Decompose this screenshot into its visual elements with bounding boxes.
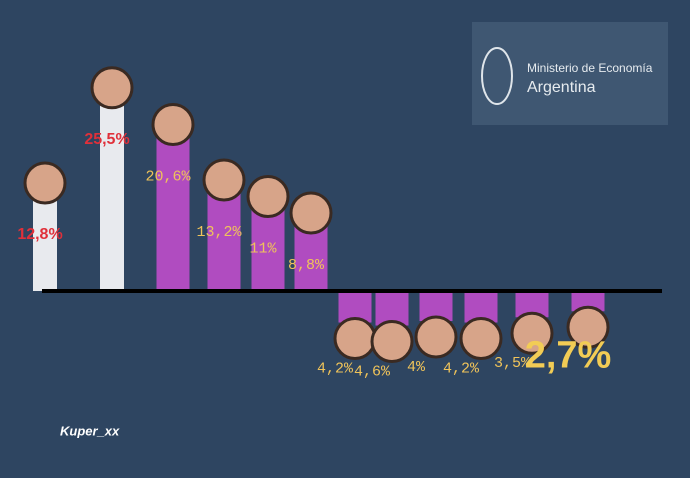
face xyxy=(370,320,414,363)
logo-emblem xyxy=(481,47,513,105)
value-label: 20,6% xyxy=(145,168,191,185)
value-label: 11% xyxy=(249,240,277,257)
logo-box xyxy=(472,22,668,125)
face xyxy=(289,191,333,235)
value-label: 4,2% xyxy=(317,360,354,377)
bar xyxy=(375,291,409,326)
value-label: 8,8% xyxy=(288,257,325,274)
value-label: 12,8% xyxy=(17,226,62,243)
value-label: 3,5% xyxy=(494,355,531,372)
value-label: 2,7% xyxy=(525,334,612,376)
bar xyxy=(207,192,241,291)
face xyxy=(333,317,377,360)
face xyxy=(414,315,458,359)
face xyxy=(151,103,195,146)
face xyxy=(202,158,246,202)
face xyxy=(23,161,67,205)
value-label: 4,6% xyxy=(354,363,391,380)
bar xyxy=(156,136,190,291)
face xyxy=(90,66,134,110)
bar xyxy=(100,99,124,291)
bar xyxy=(294,225,328,291)
bar xyxy=(33,195,57,291)
value-label: 4% xyxy=(407,359,426,376)
logo-line1: Ministerio de Economía xyxy=(527,61,653,75)
face xyxy=(566,305,610,349)
value-label: 25,5% xyxy=(84,131,129,148)
logo-line2: Argentina xyxy=(527,79,596,96)
face xyxy=(459,317,503,360)
value-label: 13,2% xyxy=(196,224,242,241)
face xyxy=(246,175,290,218)
watermark: Kuper_xx xyxy=(60,423,120,438)
value-label: 4,2% xyxy=(443,360,480,377)
bar xyxy=(571,291,605,312)
face xyxy=(510,311,554,355)
bar xyxy=(251,208,285,291)
